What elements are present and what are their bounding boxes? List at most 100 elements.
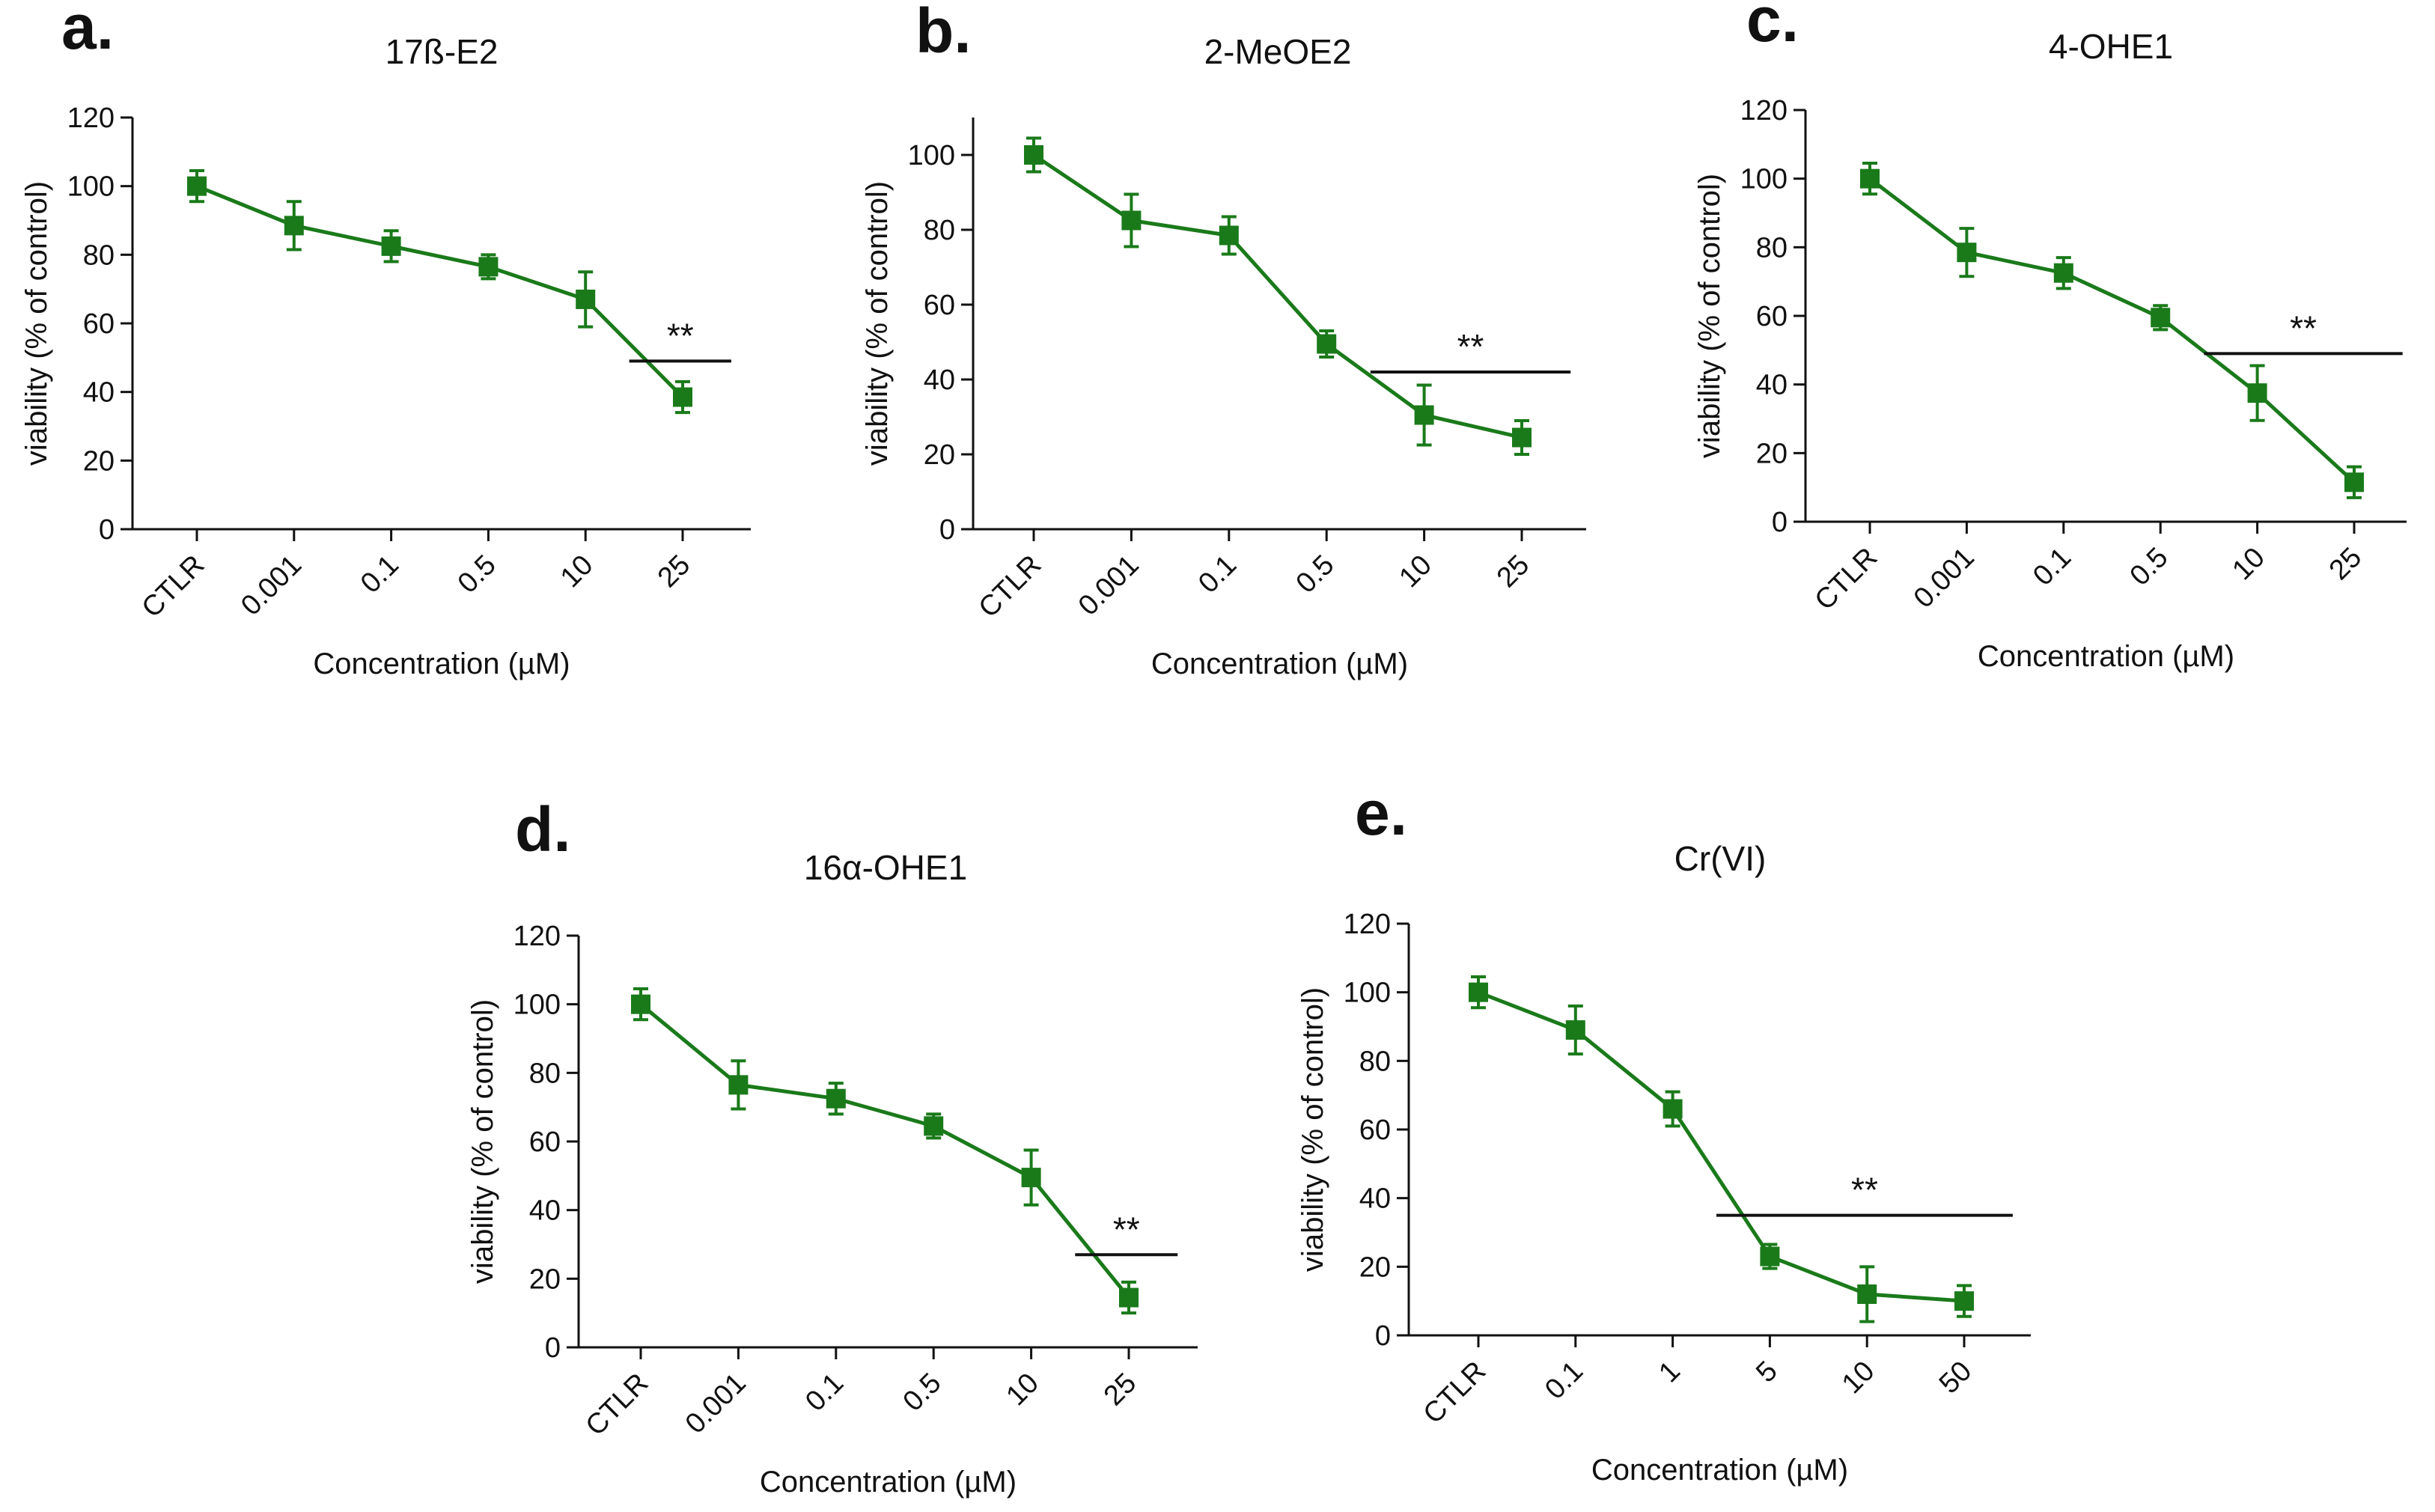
x-tick-label: CTLR — [135, 549, 210, 624]
panel-letter: b. — [915, 0, 972, 66]
y-tick-label: 0 — [1772, 507, 1788, 538]
significance-label: ** — [1113, 1210, 1140, 1249]
data-point — [1663, 1099, 1683, 1119]
y-tick-label: 100 — [1344, 978, 1391, 1009]
data-point — [187, 176, 207, 196]
y-tick-label: 100 — [908, 140, 955, 171]
chart-panel-b: b. 2-MeOE2 0 20 40 60 80 100 CTLR 0.001 0.1 0.5 10 25… — [861, 0, 1586, 680]
x-axis-label: Concentration (µM) — [1151, 647, 1408, 680]
x-tick-label: 10 — [1393, 549, 1438, 594]
y-axis-label: viability (% of control) — [466, 999, 499, 1284]
series-line — [1478, 990, 1965, 1303]
x-tick-label: 0.5 — [2124, 542, 2175, 592]
x-tick-label: 10 — [1836, 1356, 1881, 1400]
data-point — [1414, 405, 1434, 425]
y-tick-label: 20 — [1756, 438, 1788, 469]
y-tick-label: 100 — [67, 171, 115, 203]
y-tick-label: 80 — [83, 240, 115, 271]
data-point — [1119, 1287, 1139, 1308]
x-axis-label: Concentration (µM) — [1978, 640, 2234, 673]
y-tick-label: 20 — [83, 445, 115, 477]
chart-title: 4-OHE1 — [2049, 27, 2173, 66]
chart-panel-d: d. 16α-OHE1 0 20 40 60 80 100 120 CTLR 0.001 0.1 0.5… — [466, 794, 1198, 1499]
data-point — [1021, 1168, 1041, 1188]
x-tick-label: CTLR — [1417, 1356, 1492, 1430]
data-point — [1317, 334, 1337, 354]
x-tick-label: 10 — [2226, 542, 2271, 587]
y-tick-label: 60 — [1756, 301, 1788, 332]
y-tick-label: 100 — [513, 990, 561, 1021]
y-tick-label: 20 — [1359, 1252, 1391, 1283]
data-point — [1512, 427, 1532, 448]
x-tick-label: 0.5 — [452, 549, 502, 600]
x-tick-label: 0.1 — [1539, 1356, 1589, 1406]
x-tick-label: 0.001 — [235, 549, 308, 622]
y-tick-label: 40 — [1359, 1183, 1391, 1215]
y-tick-label: 80 — [1359, 1046, 1391, 1077]
chart-panel-c: c. 4-OHE1 0 20 40 60 80 100 120 CTLR 0.001 0.1 0.5 10… — [1693, 0, 2407, 673]
series-line — [196, 184, 684, 399]
series-line — [1032, 153, 1523, 439]
data-point — [1954, 1291, 1974, 1311]
data-point — [381, 236, 401, 256]
panel-letter: a. — [61, 0, 114, 62]
y-axis-label: viability (% of control) — [861, 181, 894, 466]
x-tick-label: 25 — [2323, 542, 2368, 587]
x-tick-label: 0.1 — [2027, 542, 2077, 592]
panel-letter: e. — [1355, 778, 1407, 848]
y-tick-label: 0 — [545, 1332, 561, 1364]
data-point — [673, 387, 692, 407]
series-line — [1868, 177, 2356, 484]
y-tick-label: 40 — [529, 1195, 561, 1227]
x-tick-label: 0.001 — [1908, 542, 1981, 615]
data-point — [1219, 225, 1239, 246]
y-tick-label: 20 — [529, 1263, 561, 1295]
data-point — [1469, 982, 1488, 1002]
x-tick-label: 1 — [1653, 1356, 1686, 1389]
data-point — [1760, 1246, 1780, 1266]
y-tick-label: 0 — [1375, 1320, 1391, 1352]
x-tick-label: 0.5 — [1290, 549, 1341, 600]
x-tick-label: 0.001 — [1073, 549, 1145, 622]
significance-label: ** — [1851, 1171, 1878, 1210]
data-point — [924, 1116, 944, 1136]
x-tick-label: 0.1 — [799, 1368, 850, 1418]
data-point — [2247, 383, 2267, 403]
significance-label: ** — [1457, 327, 1484, 366]
data-point — [1565, 1020, 1585, 1040]
x-tick-label: 25 — [1098, 1368, 1143, 1412]
significance-label: ** — [667, 316, 694, 355]
data-point — [1024, 145, 1043, 165]
y-tick-label: 120 — [67, 103, 115, 134]
data-point — [284, 216, 304, 236]
x-tick-label: 25 — [652, 549, 697, 594]
chart-title: 2-MeOE2 — [1204, 32, 1352, 71]
y-tick-label: 120 — [513, 921, 561, 952]
data-point — [478, 257, 499, 277]
chart-panel-a: a. 17ß-E2 0 20 40 60 80 100 120 CTLR 0.001 0.1 0.5 10… — [20, 0, 751, 680]
y-tick-label: 80 — [1756, 232, 1788, 263]
x-tick-label: 0.001 — [680, 1368, 752, 1440]
y-tick-label: 60 — [924, 290, 955, 321]
x-axis-label: Concentration (µM) — [760, 1466, 1017, 1499]
y-tick-label: 120 — [1740, 95, 1788, 126]
y-axis-label: viability (% of control) — [1693, 174, 1726, 458]
x-tick-label: 5 — [1750, 1356, 1784, 1389]
data-point — [826, 1088, 846, 1109]
x-tick-label: CTLR — [1808, 542, 1883, 617]
y-tick-label: 20 — [924, 439, 955, 471]
x-tick-label: CTLR — [579, 1368, 654, 1442]
y-tick-label: 0 — [99, 514, 115, 546]
data-point — [1957, 243, 1977, 263]
x-tick-label: 10 — [555, 549, 600, 594]
y-tick-label: 80 — [924, 215, 955, 246]
x-tick-label: 25 — [1491, 549, 1536, 594]
data-point — [1121, 210, 1142, 231]
data-point — [2053, 263, 2073, 283]
y-axis-label: viability (% of control) — [20, 181, 53, 466]
x-tick-label: CTLR — [972, 549, 1047, 624]
x-tick-label: 0.5 — [897, 1368, 948, 1418]
series-line — [639, 1002, 1130, 1299]
y-axis-label: viability (% of control) — [1296, 987, 1329, 1272]
